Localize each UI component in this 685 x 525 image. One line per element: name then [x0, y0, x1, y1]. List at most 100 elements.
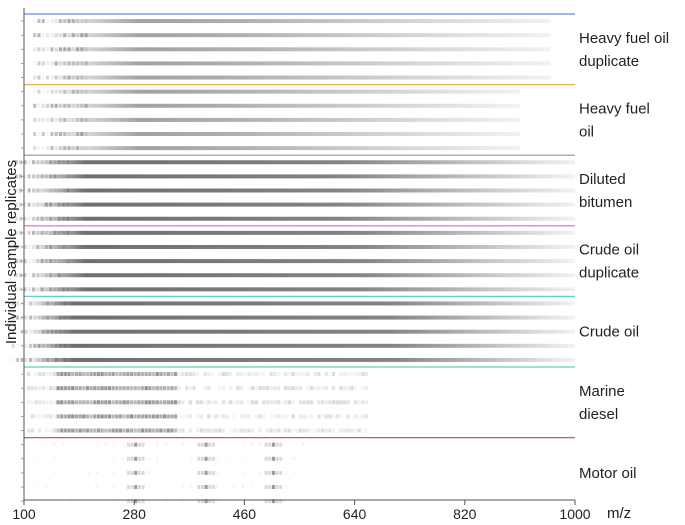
- peak-dot: [49, 372, 53, 377]
- peak-dot: [218, 428, 222, 433]
- peak-dot: [107, 428, 112, 433]
- peak-dot: [144, 428, 148, 433]
- peak-dot: [96, 428, 101, 433]
- streak: [51, 132, 520, 137]
- peak-dot: [89, 372, 93, 377]
- peak-dot: [46, 33, 50, 38]
- peak-dot: [23, 216, 27, 221]
- peak-dot: [61, 471, 64, 475]
- peak-dot: [259, 471, 262, 475]
- peak-dot: [273, 400, 277, 405]
- peak-dot: [40, 216, 44, 221]
- peak-dot: [207, 471, 210, 475]
- replicate-row-4-1: [11, 315, 576, 320]
- peak-dot: [166, 400, 170, 405]
- peak-dot: [40, 287, 44, 292]
- group-label-6-line-0: Motor oil: [579, 465, 637, 482]
- peak-dot: [84, 89, 88, 94]
- peak-dot: [67, 132, 71, 137]
- peak-dot: [134, 485, 138, 490]
- streak: [33, 244, 575, 249]
- peak-dot: [23, 244, 27, 249]
- peak-dot: [240, 428, 244, 433]
- peak-dot: [141, 470, 145, 475]
- peak-dot: [54, 19, 58, 24]
- peak-dot: [144, 372, 148, 377]
- peak-dot: [41, 61, 45, 66]
- peak-dot: [54, 301, 58, 306]
- peak-dot: [33, 146, 37, 151]
- peak-dot: [166, 414, 170, 419]
- peak-dot: [113, 443, 116, 447]
- peak-dot: [276, 428, 281, 433]
- peak-dot: [342, 428, 347, 433]
- peak-dot: [71, 132, 75, 137]
- peak-dot: [185, 372, 189, 377]
- peak-dot: [30, 400, 34, 405]
- peak-dot: [188, 386, 192, 391]
- peak-dot: [276, 414, 281, 419]
- peak-dot: [126, 372, 130, 377]
- peak-dot: [46, 329, 50, 334]
- replicate-row-1-0: [33, 89, 520, 94]
- peak-dot: [50, 103, 54, 108]
- streak: [51, 117, 520, 122]
- peak-dot: [247, 372, 251, 377]
- group-label-3-line-1: duplicate: [579, 265, 639, 282]
- peak-dot: [36, 499, 39, 503]
- peak-dot: [254, 414, 259, 419]
- peak-dot: [236, 428, 240, 433]
- replicate-row-3-0: [14, 230, 575, 235]
- peak-dot: [71, 19, 75, 24]
- peak-dot: [61, 273, 65, 278]
- peak-dot: [199, 443, 202, 447]
- peak-dot: [204, 499, 208, 504]
- peak-dot: [210, 400, 214, 405]
- peak-dot: [50, 146, 54, 151]
- peak-dot: [170, 372, 174, 377]
- peak-dot: [27, 174, 31, 179]
- peak-dot: [268, 499, 272, 504]
- peak-dot: [76, 47, 80, 52]
- peak-dot: [339, 386, 343, 391]
- peak-dot: [19, 160, 23, 165]
- peak-dot: [225, 414, 229, 419]
- peak-dot: [196, 414, 200, 419]
- peak-dot: [273, 372, 277, 377]
- peak-dot: [134, 499, 138, 504]
- peak-dot: [284, 428, 288, 433]
- peak-dot: [76, 19, 80, 24]
- peak-dot: [100, 400, 104, 405]
- x-axis-title: m/z: [607, 505, 631, 522]
- peak-dot: [275, 485, 279, 490]
- peak-dot: [317, 428, 321, 433]
- peak-dot: [63, 329, 67, 334]
- peak-dot: [54, 103, 58, 108]
- peak-dot: [16, 301, 20, 306]
- peak-dot: [61, 259, 65, 264]
- peak-dot: [324, 414, 328, 419]
- peak-dot: [309, 400, 314, 405]
- group-label-5-line-0: Marine: [579, 383, 625, 400]
- peak-dot: [264, 470, 268, 475]
- peak-dot: [84, 117, 88, 122]
- peak-dot: [247, 386, 251, 391]
- peak-dot: [24, 343, 28, 348]
- peak-dot: [339, 414, 343, 419]
- peak-dot: [284, 443, 287, 447]
- peak-dot: [41, 103, 45, 108]
- peak-dot: [60, 400, 64, 405]
- peak-dot: [264, 485, 268, 490]
- peak-dot: [66, 202, 70, 207]
- peak-dot: [137, 400, 141, 405]
- peak-dot: [232, 400, 236, 405]
- peak-dot: [324, 428, 328, 433]
- peak-dot: [173, 372, 178, 377]
- peak-dot: [113, 499, 116, 503]
- peak-dot: [24, 329, 28, 334]
- peak-dot: [63, 19, 67, 24]
- peak-dot: [317, 400, 321, 405]
- peak-dot: [264, 456, 268, 461]
- peak-dot: [331, 372, 336, 377]
- peak-dot: [100, 428, 104, 433]
